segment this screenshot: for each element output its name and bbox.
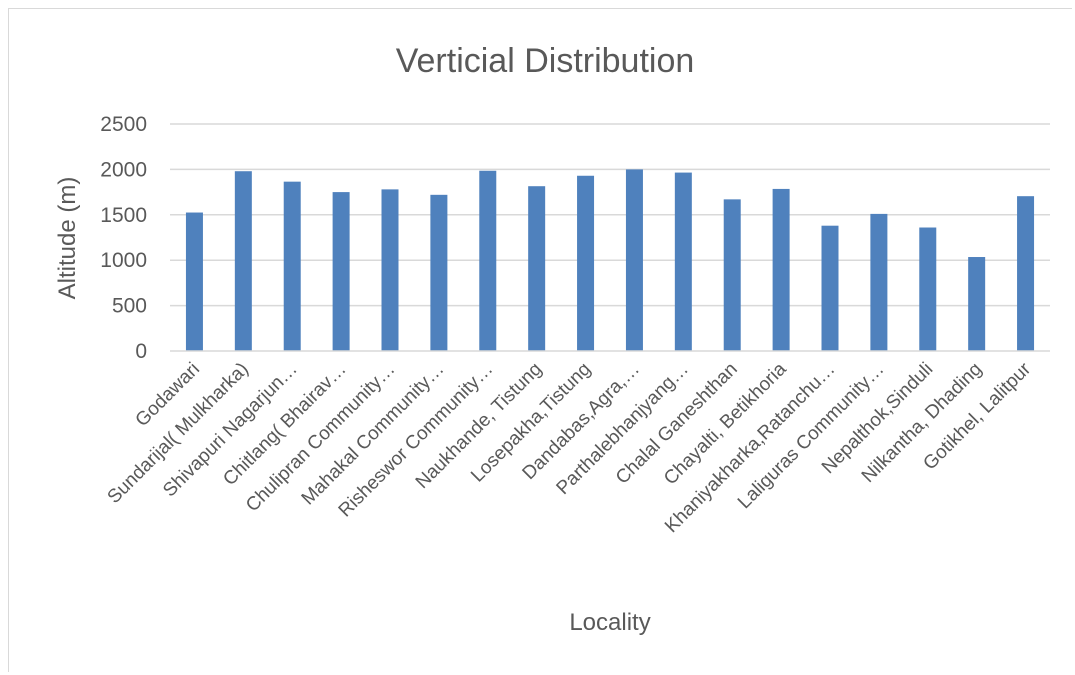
- bars: [185, 169, 1035, 351]
- bar: [625, 169, 643, 351]
- bar: [332, 192, 350, 351]
- bar: [870, 213, 888, 351]
- y-tick-label: 2000: [100, 158, 147, 181]
- y-tick-label: 0: [135, 340, 147, 363]
- y-axis-label: Altitude (m): [54, 177, 81, 300]
- chart-title: Verticial Distribution: [396, 42, 695, 80]
- y-tick-label: 1000: [100, 249, 147, 272]
- bar: [821, 225, 839, 351]
- chart-frame: [8, 8, 1072, 672]
- gridlines: [170, 123, 1050, 307]
- bar: [283, 181, 301, 351]
- y-tick-label: 1500: [100, 204, 147, 227]
- x-axis-label: Locality: [569, 609, 650, 636]
- y-axis-ticks: 0 500 1000 1500 2000 2500: [100, 113, 147, 363]
- bar: [723, 199, 741, 351]
- bar: [234, 171, 252, 351]
- y-tick-label: 500: [112, 295, 147, 318]
- y-tick-label: 2500: [100, 113, 147, 136]
- bar: [430, 194, 448, 351]
- bar: [772, 188, 790, 351]
- bar: [919, 227, 937, 351]
- bar: [968, 257, 986, 351]
- bar: [381, 189, 399, 351]
- bar: [479, 170, 497, 351]
- bar: [674, 172, 692, 351]
- bar: [185, 212, 203, 351]
- bar: [1017, 196, 1035, 351]
- bar: [577, 175, 595, 351]
- bar: [528, 186, 546, 351]
